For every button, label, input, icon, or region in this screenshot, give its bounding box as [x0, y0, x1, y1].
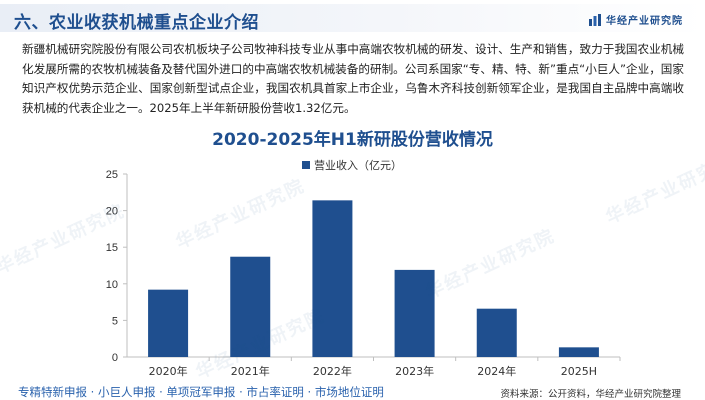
y-tick-label: 20	[106, 206, 118, 218]
brand: 华经产业研究院	[589, 12, 683, 27]
x-tick-label: 2024年	[477, 364, 516, 378]
y-tick-label: 0	[112, 352, 118, 364]
bar	[476, 308, 517, 357]
bar	[148, 289, 189, 357]
brand-logo-icon	[589, 13, 601, 26]
x-tick-label: 2023年	[395, 364, 434, 378]
x-tick-label: 2025H	[561, 365, 597, 378]
section-header: 六、农业收获机械重点企业介绍 华经产业研究院	[0, 4, 705, 33]
legend-label: 营业收入（亿元）	[314, 158, 402, 172]
y-tick-label: 10	[106, 279, 118, 291]
brand-name: 华经产业研究院	[606, 16, 683, 27]
y-tick-label: 5	[112, 315, 118, 327]
bar	[230, 256, 271, 357]
bar	[394, 269, 435, 357]
x-tick-label: 2021年	[231, 364, 270, 378]
service-tags-link[interactable]: 专精特新申报 · 小巨人申报 · 单项冠军申报 · 市占率证明 · 市场地位证明	[18, 385, 384, 399]
x-tick-label: 2022年	[313, 364, 352, 378]
bar	[558, 347, 599, 357]
chart-title: 2020-2025年H1新研股份营收情况	[212, 130, 493, 150]
section-title: 六、农业收获机械重点企业介绍	[14, 13, 259, 33]
bar	[312, 200, 353, 357]
source-note: 资料来源：公开资料，华经产业研究院整理	[500, 389, 681, 400]
y-tick-label: 15	[106, 242, 118, 254]
company-intro: 新疆机械研究院股份有限公司农机板块子公司牧神科技专业从事中高端农牧机械的研发、设…	[22, 42, 684, 115]
x-tick-label: 2020年	[149, 364, 188, 378]
legend-swatch	[302, 161, 310, 169]
y-tick-label: 25	[106, 169, 118, 181]
